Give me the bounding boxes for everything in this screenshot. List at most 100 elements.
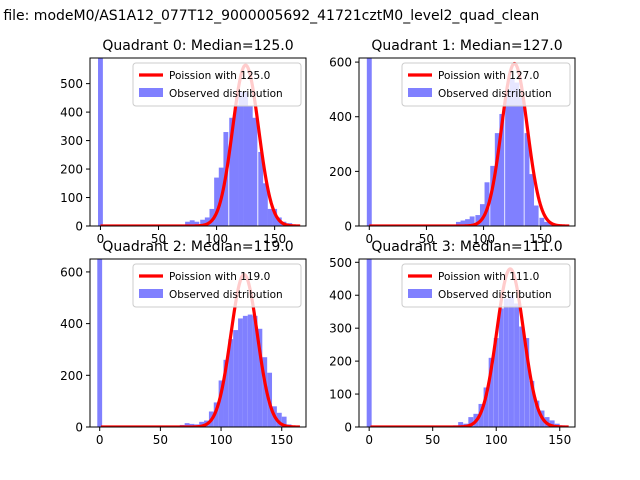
x-tick-label: 0 <box>365 433 373 447</box>
histogram-bar <box>262 357 268 427</box>
legend-label-observed: Observed distribution <box>438 289 552 301</box>
y-tick-label: 0 <box>75 421 83 435</box>
histogram-bar <box>97 259 103 427</box>
x-tick-label: 0 <box>365 232 373 246</box>
y-tick-label: 600 <box>329 56 352 70</box>
histogram-bar <box>204 217 210 226</box>
histogram-bar <box>494 133 500 226</box>
legend-box <box>132 62 302 107</box>
x-tick-label: 50 <box>151 232 166 246</box>
subplot-title: Quadrant 2: Median=119.0 <box>102 239 293 255</box>
histogram-bar <box>267 208 273 226</box>
y-tick-label: 100 <box>329 388 352 402</box>
histogram-bar <box>223 359 229 427</box>
x-tick-label: 50 <box>153 433 168 447</box>
histogram-bar <box>257 328 263 427</box>
subplot-quadrant-3: 0 50 100 150 0 100 200 300 400 500 Poission with 1… <box>329 239 576 447</box>
histogram-bar <box>229 117 235 226</box>
histogram-bar <box>518 97 524 226</box>
subplot-title: Quadrant 1: Median=127.0 <box>371 38 562 54</box>
histogram-bar <box>514 82 520 226</box>
legend-label-fit: Poission with 127.0 <box>438 70 539 82</box>
histogram-bar <box>238 92 244 226</box>
histogram-bar <box>276 412 282 427</box>
subplot-quadrant-1: 0 50 100 150 0 200 400 600 Poission with 127.0 Ob… <box>329 38 576 246</box>
histogram-bar <box>508 295 514 427</box>
histogram-bar <box>242 315 248 427</box>
y-tick-label: 0 <box>344 421 352 435</box>
legend-box <box>401 263 571 308</box>
histogram-bar <box>238 318 243 427</box>
x-tick-label: 100 <box>472 232 495 246</box>
legend-box <box>401 62 571 107</box>
histogram-bar <box>199 421 205 427</box>
histogram-bar <box>524 338 530 427</box>
histogram-bar <box>465 219 471 226</box>
histogram-bar <box>479 204 485 226</box>
y-tick-label: 300 <box>60 134 83 148</box>
poisson-fit-line <box>100 272 301 427</box>
histogram-bar <box>366 58 372 226</box>
axes-frame <box>89 258 307 428</box>
histogram-bar <box>498 308 504 427</box>
legend-label-fit: Poission with 111.0 <box>438 271 539 283</box>
y-tick-label: 500 <box>60 77 83 91</box>
legend-label-observed: Observed distribution <box>438 88 552 100</box>
legend: Poission with 119.0 Observed distribution <box>132 263 302 308</box>
histogram-bar <box>185 221 190 226</box>
x-tick-label: 100 <box>485 433 508 447</box>
histogram-bar <box>189 220 195 226</box>
y-tick-label: 100 <box>60 191 83 205</box>
legend-label-fit: Poission with 119.0 <box>169 271 270 283</box>
histogram-bar <box>490 165 496 226</box>
histogram-bar <box>184 423 190 427</box>
histogram-bar <box>503 298 509 427</box>
histogram-bar <box>493 338 499 427</box>
histogram-bar <box>247 106 253 226</box>
y-tick-label: 200 <box>329 355 352 369</box>
histogram-bar <box>247 314 253 427</box>
histogram-bar <box>469 216 475 226</box>
legend-swatch-observed <box>408 289 432 298</box>
x-tick-label: 150 <box>263 232 286 246</box>
subplot-quadrant-2: 0 50 100 150 0 200 400 600 Poission with 119.0 Ob… <box>60 239 307 447</box>
histogram-bar <box>539 217 545 226</box>
histogram-bar <box>258 151 264 226</box>
histogram-bar <box>488 357 494 427</box>
subplot-title: Quadrant 0: Median=125.0 <box>102 38 293 54</box>
axes-frame <box>358 258 576 428</box>
y-tick-label: 400 <box>60 106 83 120</box>
histogram-bar <box>366 259 372 427</box>
histogram-bar <box>262 183 268 226</box>
histogram-bar <box>534 400 540 427</box>
y-tick-label: 0 <box>75 220 83 234</box>
histogram-bar <box>252 315 258 427</box>
axes-frame <box>358 57 576 227</box>
y-tick-label: 300 <box>329 322 352 336</box>
histogram-bar <box>529 380 535 427</box>
subplot-quadrant-0: 0 50 100 150 0 100 200 300 400 500 Poission with 1… <box>60 38 307 246</box>
x-tick-label: 100 <box>210 433 233 447</box>
histogram-bar <box>468 417 474 427</box>
x-tick-label: 150 <box>529 232 552 246</box>
legend-swatch-observed <box>139 88 163 97</box>
subplot-title: Quadrant 3: Median=111.0 <box>371 239 562 255</box>
histogram-bar <box>505 89 511 226</box>
y-tick-label: 500 <box>329 256 352 270</box>
x-tick-label: 50 <box>425 433 440 447</box>
histogram-bar <box>533 205 539 226</box>
x-tick-label: 0 <box>97 232 105 246</box>
histogram-bar <box>213 402 219 427</box>
y-tick-label: 0 <box>344 220 352 234</box>
x-tick-label: 100 <box>205 232 228 246</box>
y-tick-label: 200 <box>60 369 83 383</box>
histogram-bar <box>228 339 234 427</box>
plot-area <box>97 259 301 427</box>
histogram-bar <box>200 219 206 226</box>
histogram-bar <box>218 380 224 427</box>
legend: Poission with 125.0 Observed distribution <box>132 62 302 107</box>
legend-swatch-observed <box>408 88 432 97</box>
legend-label-fit: Poission with 125.0 <box>169 70 270 82</box>
y-tick-label: 400 <box>329 110 352 124</box>
histogram-bar <box>460 220 466 226</box>
